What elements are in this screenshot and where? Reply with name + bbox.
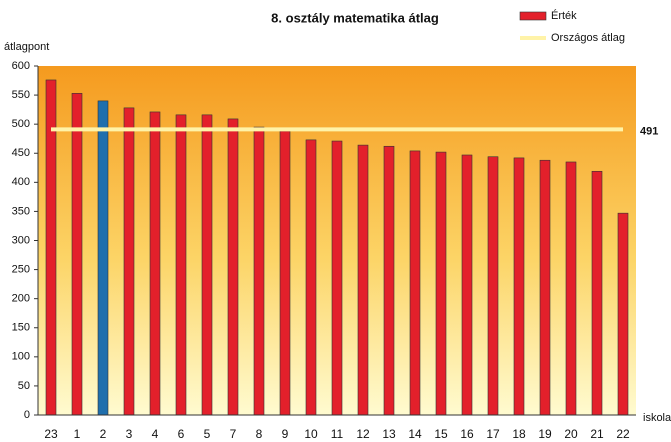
- bar: [97, 100, 109, 416]
- bar: [565, 161, 577, 416]
- y-tick-label: 250: [12, 263, 30, 275]
- y-tick-label: 500: [12, 118, 30, 130]
- x-tick-label: 7: [230, 427, 237, 441]
- x-tick-label: 17: [486, 427, 500, 441]
- x-tick-label: 1: [74, 427, 81, 441]
- x-tick-label: 8: [256, 427, 263, 441]
- y-tick-label: 350: [12, 205, 30, 217]
- x-tick-label: 13: [382, 427, 396, 441]
- x-tick-label: 2: [100, 427, 107, 441]
- bar: [123, 107, 135, 416]
- bar: [201, 114, 213, 416]
- bar: [149, 111, 161, 416]
- bar: [513, 157, 525, 416]
- reference-label: 491: [640, 125, 658, 137]
- x-tick-label: 19: [538, 427, 552, 441]
- y-tick-label: 550: [12, 89, 30, 101]
- x-tick-label: 12: [356, 427, 370, 441]
- bar: [227, 118, 239, 416]
- y-tick-label: 200: [12, 293, 30, 305]
- bar: [279, 130, 291, 416]
- bar: [331, 140, 343, 416]
- x-tick-label: 5: [204, 427, 211, 441]
- x-tick-label: 4: [152, 427, 159, 441]
- y-axis-label: átlagpont: [4, 41, 49, 53]
- x-tick-label: 6: [178, 427, 185, 441]
- y-tick-label: 150: [12, 322, 30, 334]
- x-tick-label: 3: [126, 427, 133, 441]
- y-tick-label: 400: [12, 176, 30, 188]
- x-tick-label: 9: [282, 427, 289, 441]
- x-tick-label: 20: [564, 427, 578, 441]
- x-tick-label: 11: [331, 427, 344, 441]
- legend-label: Érték: [551, 9, 577, 22]
- chart-title: 8. osztály matematika átlag: [271, 10, 439, 25]
- y-tick-label: 50: [18, 380, 30, 392]
- x-tick-label: 23: [44, 427, 58, 441]
- bar: [383, 145, 395, 416]
- x-tick-label: 16: [460, 427, 474, 441]
- y-tick-label: 100: [12, 351, 30, 363]
- bar: [305, 139, 317, 416]
- bar: [253, 126, 265, 416]
- x-tick-label: 18: [512, 427, 526, 441]
- bar: [617, 212, 629, 416]
- bar: [591, 170, 603, 416]
- bar: [357, 144, 369, 416]
- y-tick-label: 300: [12, 234, 30, 246]
- x-tick-label: 10: [304, 427, 318, 441]
- bar: [71, 93, 83, 416]
- bar: [487, 156, 499, 416]
- x-tick-label: 22: [616, 427, 630, 441]
- y-tick-label: 600: [12, 60, 30, 72]
- bar: [175, 114, 187, 416]
- x-tick-label: 15: [434, 427, 448, 441]
- legend-label: Országos átlag: [551, 32, 625, 44]
- y-tick-label: 0: [24, 409, 30, 421]
- x-tick-label: 14: [408, 427, 422, 441]
- x-axis-label: iskola: [643, 412, 671, 424]
- legend-swatch: [519, 11, 547, 21]
- x-tick-label: 21: [590, 427, 604, 441]
- y-tick-label: 450: [12, 147, 30, 159]
- bar: [409, 150, 421, 416]
- bar: [435, 151, 447, 416]
- bar: [461, 154, 473, 416]
- bar: [539, 159, 551, 416]
